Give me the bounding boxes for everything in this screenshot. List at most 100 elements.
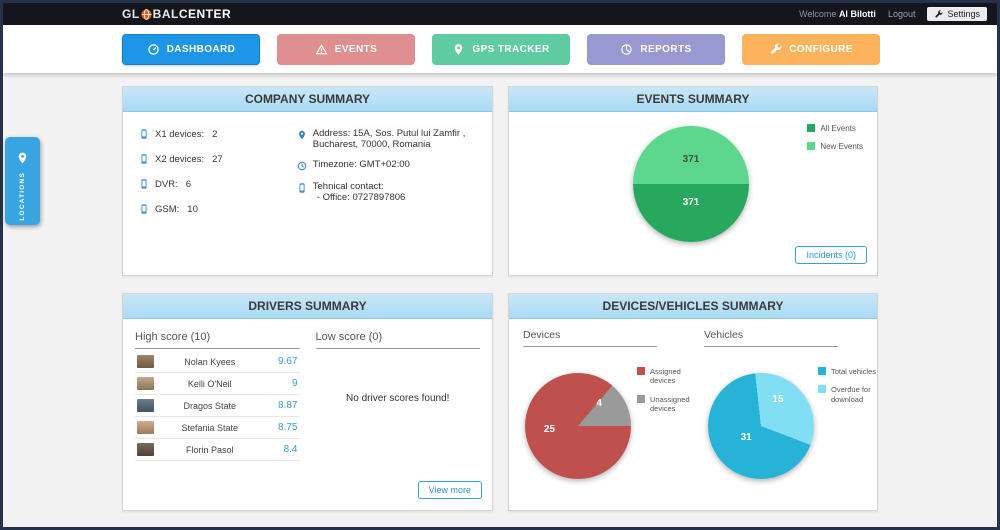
view-more-button[interactable]: View more: [417, 481, 482, 499]
card-title: DEVICES/VEHICLES SUMMARY: [509, 294, 877, 319]
events-pie-chart[interactable]: 371 371: [633, 126, 749, 242]
address-line2: Bucharest, 70000, Romania: [312, 139, 431, 150]
locations-side-tab[interactable]: LOCATIONS: [5, 137, 40, 225]
user-name: Al Bilotti: [838, 9, 876, 19]
gauge-icon: [147, 43, 159, 55]
nav-reports[interactable]: REPORTS: [587, 33, 725, 65]
count-label: DVR:: [155, 178, 178, 190]
drivers-summary-body: High score (10) Nolan Kyees 9.67 Kelli O…: [123, 319, 492, 510]
legend-label: Overdue for download: [831, 385, 871, 404]
driver-row[interactable]: Stefania State 8.75: [135, 417, 300, 439]
pie-value-all-events: 371: [682, 196, 700, 208]
legend-item[interactable]: Unassigned devices: [637, 394, 699, 414]
legend-swatch: [818, 367, 826, 375]
nav-configure[interactable]: CONFIGURE: [742, 33, 880, 65]
driver-avatar: [137, 443, 154, 456]
pie-chart-icon: [621, 43, 633, 55]
contact-office: - Office: 0727897806: [316, 192, 406, 203]
pin-icon: [455, 43, 463, 55]
timezone-text: Timezone: GMT+02:00: [312, 159, 410, 170]
vehicles-header: Vehicles: [704, 329, 838, 347]
nav-dashboard[interactable]: DASHBOARD: [122, 33, 260, 65]
driver-avatar: [137, 399, 154, 412]
device-count-row: X2 devices: 27: [139, 153, 297, 165]
mobile-icon: [297, 182, 307, 194]
incidents-button[interactable]: Incidents (0): [795, 246, 867, 264]
logo-text: BAL: [152, 7, 179, 21]
vehicles-pie-chart[interactable]: 31 15: [708, 373, 814, 479]
mobile-icon: [139, 128, 149, 140]
events-summary-card: EVENTS SUMMARY 371 371 All Events New Ev…: [508, 86, 878, 276]
driver-score: 8.4: [283, 444, 298, 455]
pin-icon: [297, 129, 307, 141]
driver-row[interactable]: Nolan Kyees 9.67: [135, 351, 300, 373]
events-legend: All Events New Events: [807, 124, 863, 160]
devices-section: Devices 25 4 Assigned devices Unassigned…: [523, 329, 690, 500]
driver-score: 8.87: [278, 400, 298, 411]
address-text: Address: 15A, Sos. Putul lui Zamfir , Bu…: [313, 128, 466, 150]
settings-button[interactable]: Settings: [927, 7, 987, 21]
top-bar: GL BAL CENTER Welcome Al Bilotti Logout …: [3, 3, 997, 25]
legend-label: New Events: [820, 142, 863, 151]
devices-pie-chart[interactable]: 25 4: [525, 373, 631, 479]
welcome-label: Welcome: [799, 9, 837, 19]
driver-row[interactable]: Florin Pasol 8.4: [135, 439, 300, 461]
devices-header: Devices: [523, 329, 657, 347]
driver-score: 9: [291, 378, 298, 389]
no-scores-message: No driver scores found!: [346, 393, 450, 404]
legend-item[interactable]: New Events: [807, 142, 863, 152]
contact-text: Tehnical contact: - Office: 0727897806: [313, 181, 406, 203]
welcome-text: Welcome Al Bilotti: [799, 9, 876, 19]
driver-name: Florin Pasol: [185, 444, 234, 455]
legend-label: Unassigned devices: [650, 394, 690, 414]
card-title: EVENTS SUMMARY: [509, 87, 877, 112]
legend-item[interactable]: Assigned devices: [637, 367, 699, 386]
driver-avatar: [137, 355, 154, 368]
logo-text: CENTER: [178, 7, 232, 21]
pin-icon: [18, 152, 27, 164]
driver-row[interactable]: Dragos State 8.87: [135, 395, 300, 417]
legend-swatch: [637, 367, 645, 375]
device-count-row: X1 devices: 2: [139, 128, 297, 140]
driver-name: Stefania State: [181, 422, 239, 433]
top-bar-right: Welcome Al Bilotti Logout Settings: [799, 7, 987, 21]
warning-icon: [315, 43, 328, 54]
high-score-column: High score (10) Nolan Kyees 9.67 Kelli O…: [135, 331, 300, 500]
contact-label: Tehnical contact:: [312, 181, 384, 192]
count-value: 2: [212, 128, 218, 140]
devices-vehicles-summary-card: DEVICES/VEHICLES SUMMARY Devices 25 4 As…: [508, 293, 878, 511]
pie-value-unassigned: 4: [596, 398, 602, 410]
vehicles-legend: Total vehicles Overdue for download: [818, 367, 880, 413]
driver-name: Dragos State: [183, 400, 237, 411]
legend-swatch: [818, 385, 826, 394]
drivers-summary-card: DRIVERS SUMMARY High score (10) Nolan Ky…: [122, 293, 493, 511]
high-score-list: Nolan Kyees 9.67 Kelli O'Neil 9 Dragos S…: [135, 351, 300, 461]
devices-legend: Assigned devices Unassigned devices: [637, 367, 699, 423]
nav-gps-tracker[interactable]: GPS TRACKER: [432, 33, 570, 65]
legend-swatch: [637, 394, 645, 403]
driver-name: Nolan Kyees: [184, 356, 236, 367]
nav-events[interactable]: EVENTS: [277, 33, 415, 65]
wrench-icon: [935, 9, 944, 18]
legend-swatch: [807, 124, 816, 132]
logout-link[interactable]: Logout: [887, 9, 916, 19]
driver-row[interactable]: Kelli O'Neil 9: [135, 373, 300, 395]
legend-item[interactable]: Overdue for download: [818, 385, 880, 404]
count-label: X1 devices:: [155, 128, 205, 140]
nav-label: DASHBOARD: [166, 43, 236, 55]
high-score-header: High score (10): [135, 331, 300, 349]
wrench-icon: [771, 42, 782, 54]
brand-logo[interactable]: GL BAL CENTER: [122, 7, 231, 21]
legend-label: All Events: [820, 124, 856, 133]
company-summary-body: X1 devices: 2 X2 devices: 27 DVR: 6 GSM: 10: [123, 112, 492, 275]
pie-value-total: 31: [740, 432, 752, 444]
globe-icon: [141, 8, 152, 20]
count-label: X2 devices:: [155, 153, 205, 165]
legend-item[interactable]: Total vehicles: [818, 367, 880, 376]
driver-name: Kelli O'Neil: [187, 378, 232, 389]
nav-label: GPS TRACKER: [472, 43, 550, 55]
driver-score: 9.67: [278, 356, 298, 367]
address-line1: Address: 15A, Sos. Putul lui Zamfir ,: [312, 128, 466, 139]
legend-item[interactable]: All Events: [807, 124, 863, 134]
count-value: 27: [212, 153, 223, 165]
